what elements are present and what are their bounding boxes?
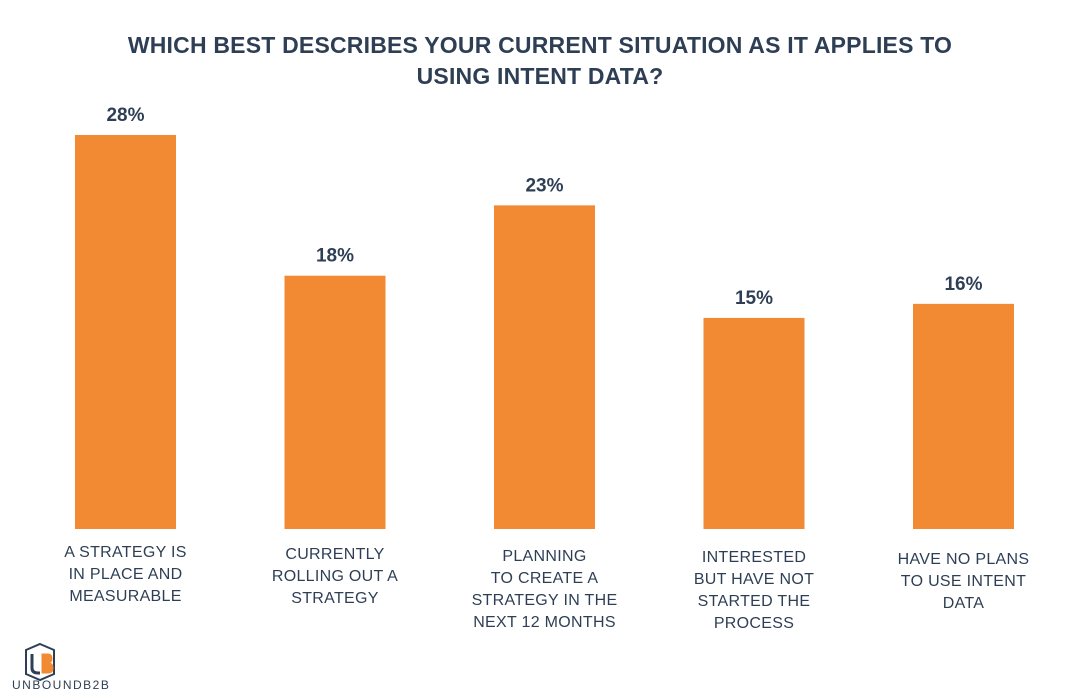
value-label-5: 16% [944,274,982,295]
category-label-line: HAVE NO PLANS [897,551,1030,568]
category-label-line: BUT HAVE NOT [693,571,815,588]
bar-2 [284,275,386,529]
bar-1 [75,135,176,529]
bar-3 [494,205,595,529]
category-label-3: PLANNING TO CREATE A STRATEGY IN THE NEXT 1… [460,546,630,634]
category-label-line: NEXT 12 MONTHS [473,614,616,631]
category-label-line: STRATEGY [291,590,379,607]
value-label-2: 18% [316,246,354,267]
category-label-1: A STRATEGY IS IN PLACE AND MEASURABLE [41,542,211,608]
category-label-line: MEASURABLE [69,588,182,605]
logo-mark-icon [25,642,55,682]
unboundb2b-logo [25,642,55,682]
category-label-line: STRATEGY IN THE [471,592,618,609]
value-label-4: 15% [735,288,773,309]
logo-text: UNBOUNDB2B [12,678,111,692]
value-label-1: 28% [106,105,144,126]
category-label-line: CURRENTLY [285,546,385,563]
value-label-3: 23% [525,175,563,196]
category-label-line: PROCESS [713,615,795,632]
category-label-5: HAVE NO PLANS TO USE INTENT DATA [879,549,1049,615]
category-label-line: DATA [942,595,985,612]
category-label-4: INTERESTED BUT HAVE NOT STARTED THE PROCESS [669,547,839,635]
bar-5 [913,303,1014,529]
bar-4 [703,317,805,529]
category-label-line: INTERESTED [701,549,807,566]
category-label-2: CURRENTLY ROLLING OUT A STRATEGY [250,544,420,610]
category-label-line: TO USE INTENT [900,573,1027,590]
category-label-line: TO CREATE A [490,570,599,587]
category-label-line: STARTED THE [697,593,811,610]
category-label-line: ROLLING OUT A [271,568,399,585]
category-label-line: PLANNING [502,548,587,565]
category-label-line: IN PLACE AND [68,566,183,583]
chart-title: WHICH BEST DESCRIBES YOUR CURRENT SITUAT… [127,32,953,89]
category-label-line: A STRATEGY IS [64,544,187,561]
